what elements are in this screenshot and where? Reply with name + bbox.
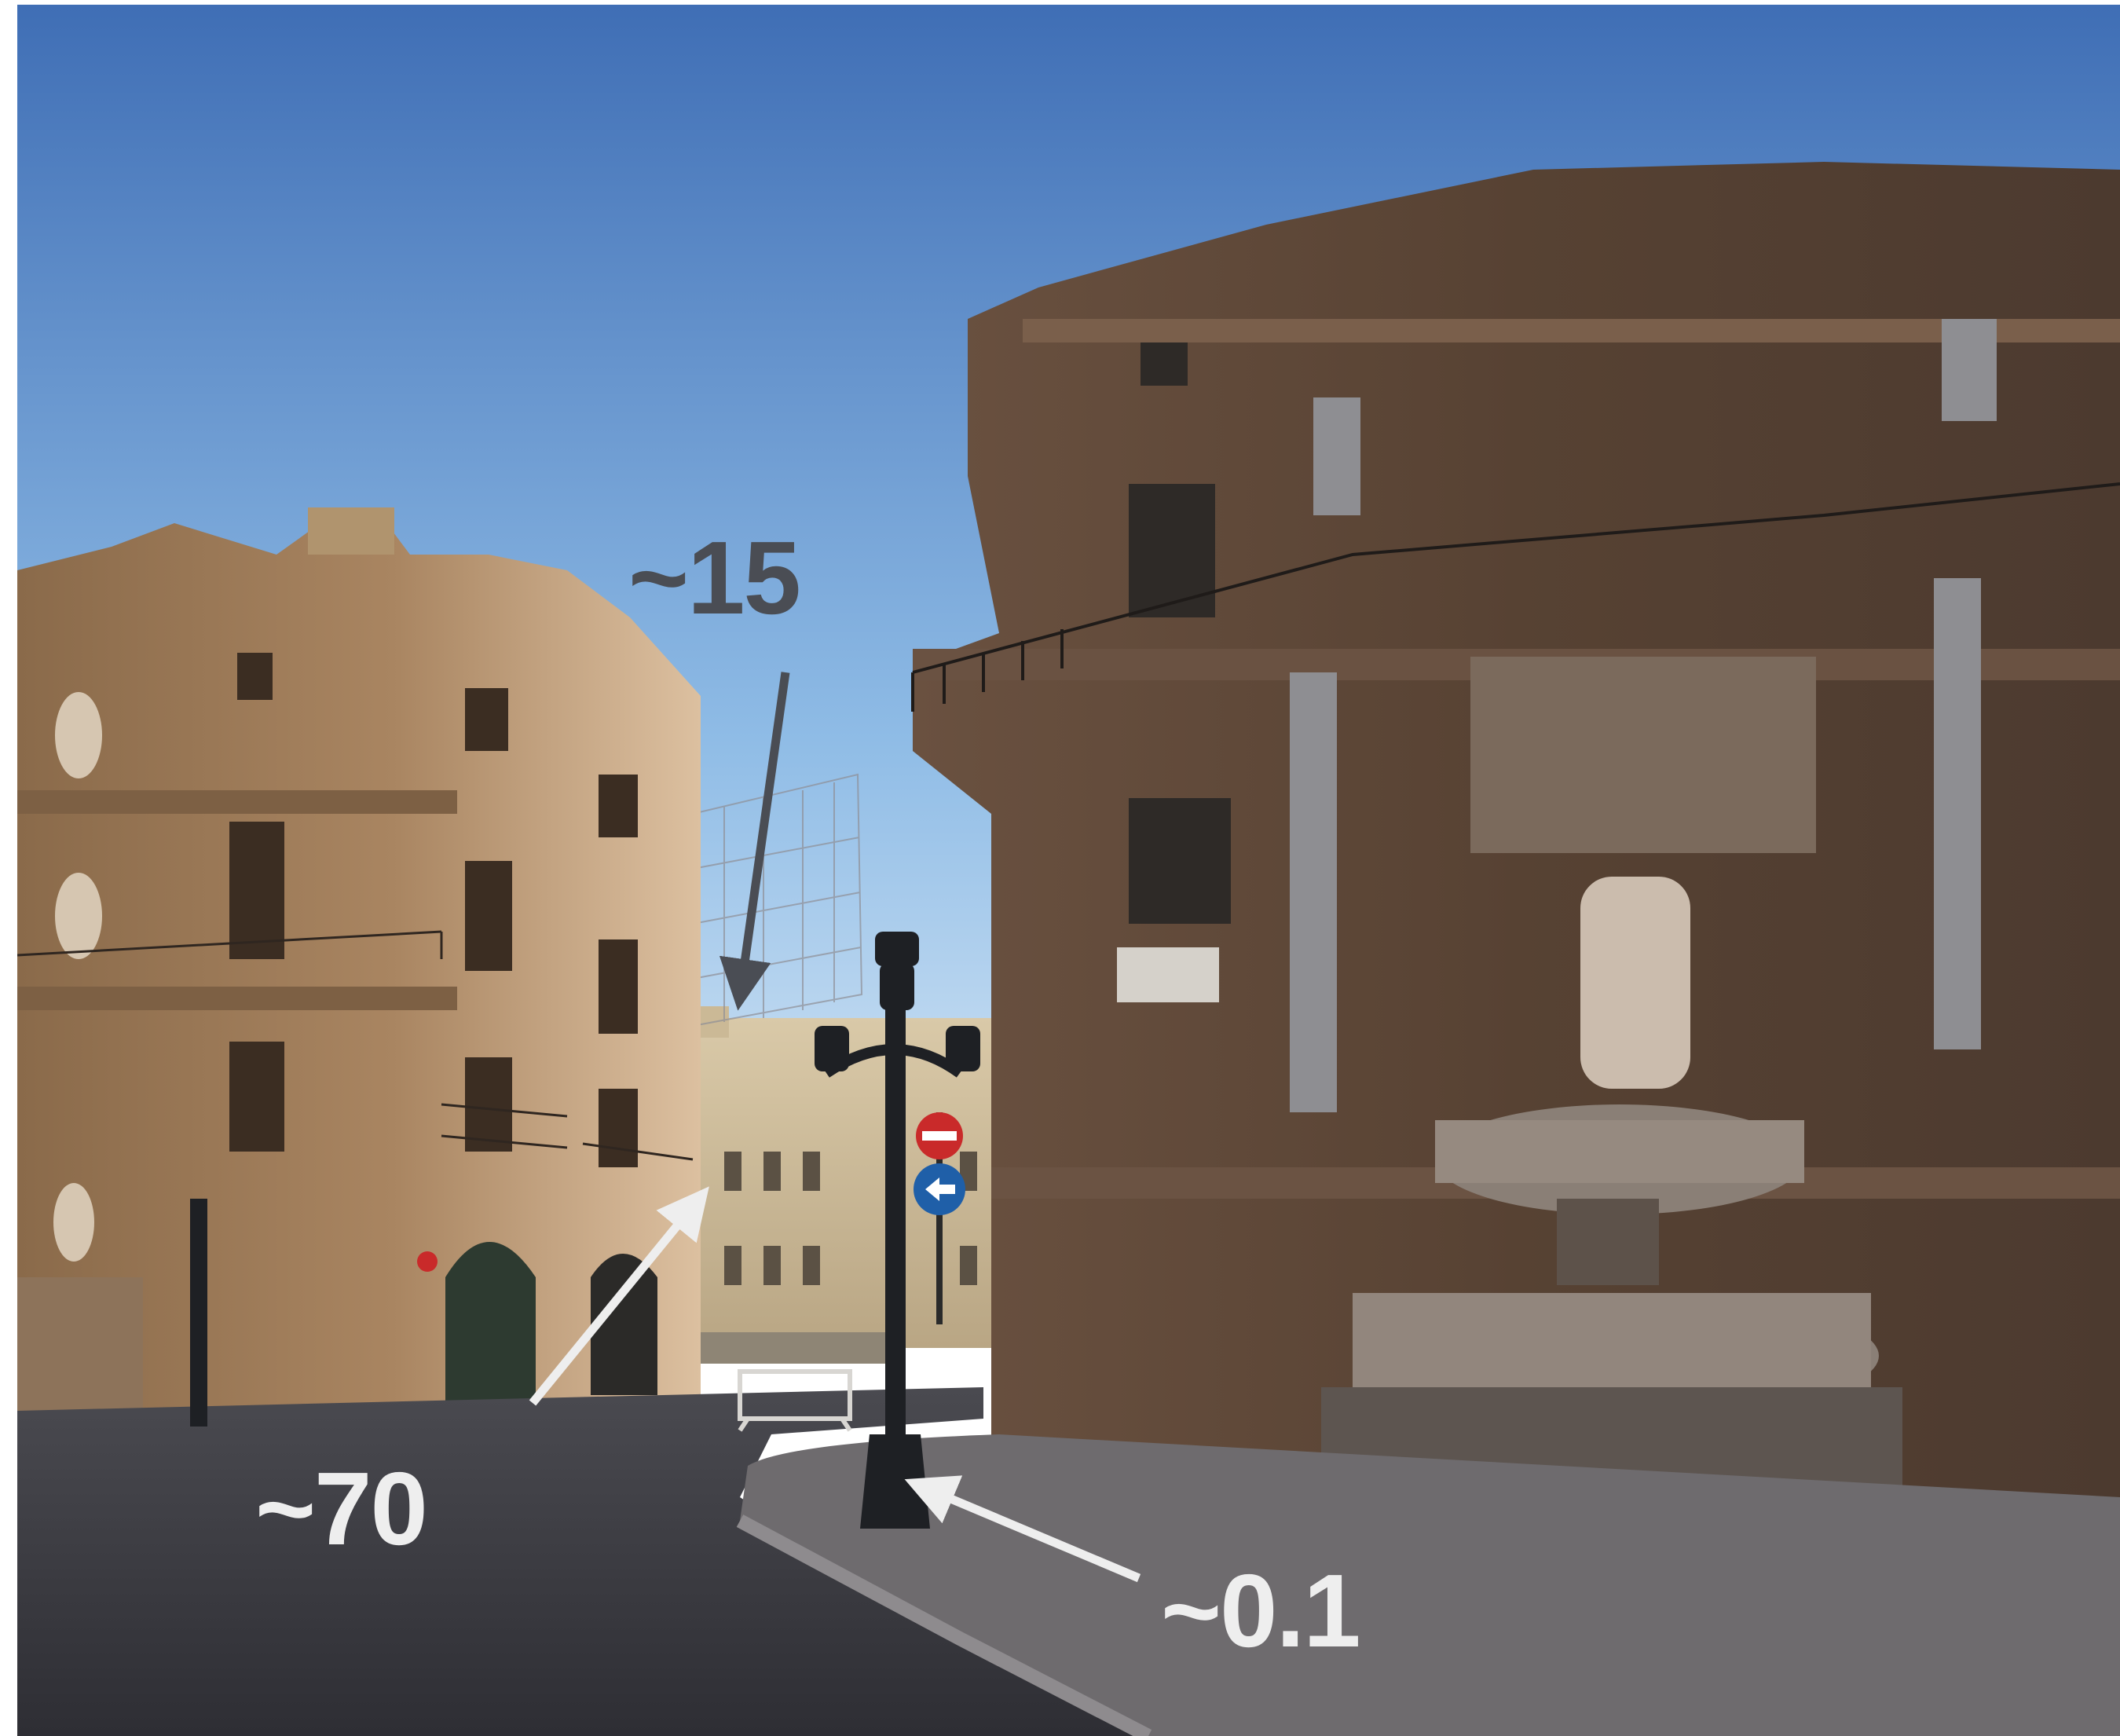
plaza-photo — [17, 5, 2120, 1736]
left-building — [17, 507, 701, 1411]
road-barrier — [738, 1369, 852, 1432]
annotation-arrows — [529, 672, 1141, 1583]
arrow-01 — [904, 1475, 1141, 1583]
left-lamp-post — [190, 1199, 207, 1427]
photo-canvas — [17, 5, 2120, 1736]
traffic-signs — [417, 1112, 965, 1324]
arrow-15 — [719, 672, 790, 1011]
annotation-label-70: ~70 — [255, 1451, 428, 1566]
street — [17, 1387, 2120, 1736]
annotation-label-15: ~15 — [628, 520, 801, 635]
arrow-70 — [529, 1186, 709, 1406]
annotation-label-0-1: ~0.1 — [1161, 1553, 1361, 1668]
right-building — [911, 162, 2120, 1536]
